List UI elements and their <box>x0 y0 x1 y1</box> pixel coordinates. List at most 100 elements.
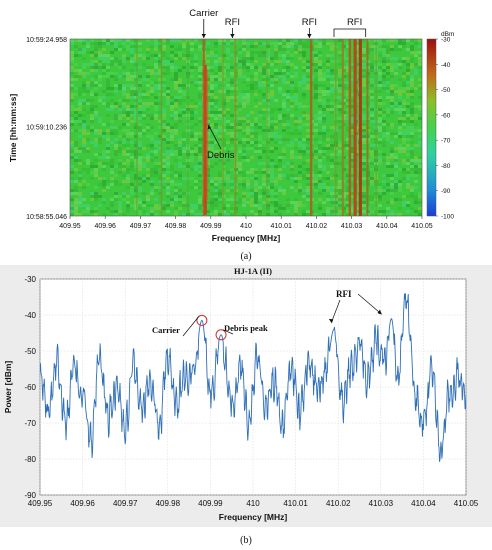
heatmap-noise-cell <box>290 99 294 102</box>
heatmap-noise-cell <box>126 45 130 48</box>
heatmap-noise-cell <box>266 69 270 72</box>
heatmap-noise-cell <box>138 207 142 210</box>
heatmap-noise-cell <box>190 168 194 171</box>
heatmap-noise-cell <box>386 189 390 192</box>
heatmap-noise-cell <box>342 117 346 120</box>
heatmap-noise-cell <box>370 180 374 183</box>
heatmap-noise-cell <box>346 90 350 93</box>
heatmap-noise-cell <box>230 81 234 84</box>
heatmap-noise-cell <box>294 138 298 141</box>
heatmap-noise-cell <box>158 207 162 210</box>
heatmap-noise-cell <box>130 192 134 195</box>
heatmap-noise-cell <box>170 168 174 171</box>
heatmap-noise-cell <box>98 183 102 186</box>
heatmap-noise-cell <box>338 78 342 81</box>
heatmap-x-tick-label: 410.01 <box>270 223 292 230</box>
heatmap-noise-cell <box>114 126 118 129</box>
heatmap-noise-cell <box>226 69 230 72</box>
heatmap-noise-cell <box>306 168 310 171</box>
heatmap-noise-cell <box>382 102 386 105</box>
heatmap-noise-cell <box>178 96 182 99</box>
heatmap-noise-cell <box>110 198 114 201</box>
heatmap-noise-cell <box>178 195 182 198</box>
heatmap-noise-cell <box>198 207 202 210</box>
heatmap-noise-cell <box>222 81 226 84</box>
heatmap-noise-cell <box>254 213 258 216</box>
heatmap-noise-cell <box>318 165 322 168</box>
heatmap-noise-cell <box>342 114 346 117</box>
heatmap-noise-cell <box>262 42 266 45</box>
heatmap-noise-cell <box>278 168 282 171</box>
heatmap-noise-cell <box>406 147 410 150</box>
heatmap-noise-cell <box>414 129 418 132</box>
heatmap-noise-cell <box>394 186 398 189</box>
heatmap-noise-cell <box>230 180 234 183</box>
heatmap-noise-cell <box>410 84 414 87</box>
heatmap-noise-cell <box>82 141 86 144</box>
heatmap-noise-cell <box>130 204 134 207</box>
heatmap-noise-cell <box>282 138 286 141</box>
heatmap-noise-cell <box>130 141 134 144</box>
heatmap-noise-cell <box>166 99 170 102</box>
heatmap-noise-cell <box>174 111 178 114</box>
heatmap-noise-cell <box>106 186 110 189</box>
heatmap-noise-cell <box>386 96 390 99</box>
heatmap-noise-cell <box>262 54 266 57</box>
heatmap-noise-cell <box>214 114 218 117</box>
heatmap-noise-cell <box>214 105 218 108</box>
heatmap-noise-cell <box>398 132 402 135</box>
heatmap-noise-cell <box>266 51 270 54</box>
heatmap-noise-cell <box>126 159 130 162</box>
heatmap-noise-cell <box>338 54 342 57</box>
heatmap-noise-cell <box>210 201 214 204</box>
heatmap-noise-cell <box>94 129 98 132</box>
heatmap-noise-cell <box>326 210 330 213</box>
line-y-ticks: -30-40-50-60-70-80-90 <box>24 275 36 500</box>
heatmap-noise-cell <box>386 51 390 54</box>
heatmap-noise-cell <box>178 165 182 168</box>
heatmap-noise-cell <box>346 210 350 213</box>
heatmap-noise-cell <box>398 48 402 51</box>
heatmap-noise-cell <box>210 54 214 57</box>
heatmap-noise-cell <box>290 186 294 189</box>
heatmap-noise-cell <box>194 105 198 108</box>
heatmap-noise-cell <box>414 180 418 183</box>
heatmap-noise-cell <box>414 51 418 54</box>
heatmap-noise-cell <box>194 132 198 135</box>
heatmap-noise-cell <box>174 48 178 51</box>
heatmap-noise-cell <box>198 195 202 198</box>
heatmap-noise-cell <box>378 75 382 78</box>
heatmap-noise-cell <box>170 129 174 132</box>
heatmap-noise-cell <box>70 87 74 90</box>
heatmap-noise-cell <box>78 105 82 108</box>
heatmap-noise-cell <box>238 123 242 126</box>
heatmap-noise-cell <box>178 162 182 165</box>
heatmap-noise-cell <box>362 156 366 159</box>
heatmap-noise-cell <box>138 210 142 213</box>
heatmap-noise-cell <box>398 105 402 108</box>
heatmap-noise-cell <box>222 165 226 168</box>
heatmap-noise-cell <box>138 81 142 84</box>
heatmap-noise-cell <box>170 153 174 156</box>
heatmap-noise-cell <box>154 105 158 108</box>
heatmap-noise-cell <box>142 129 146 132</box>
heatmap-noise-cell <box>382 144 386 147</box>
heatmap-noise-cell <box>390 111 394 114</box>
heatmap-noise-cell <box>178 183 182 186</box>
colorbar-tick-label: -90 <box>441 188 451 195</box>
heatmap-noise-cell <box>214 123 218 126</box>
heatmap-x-tick-label: 410.04 <box>376 223 398 230</box>
heatmap-noise-cell <box>302 123 306 126</box>
heatmap-noise-cell <box>70 198 74 201</box>
heatmap-noise-cell <box>146 114 150 117</box>
heatmap-noise-cell <box>130 108 134 111</box>
heatmap-noise-cell <box>110 60 114 63</box>
heatmap-noise-cell <box>382 69 386 72</box>
heatmap-noise-cell <box>410 186 414 189</box>
heatmap-noise-cell <box>394 198 398 201</box>
heatmap-noise-cell <box>162 108 166 111</box>
heatmap-noise-cell <box>274 78 278 81</box>
heatmap-noise-cell <box>170 204 174 207</box>
heatmap-noise-cell <box>106 93 110 96</box>
heatmap-noise-cell <box>118 117 122 120</box>
